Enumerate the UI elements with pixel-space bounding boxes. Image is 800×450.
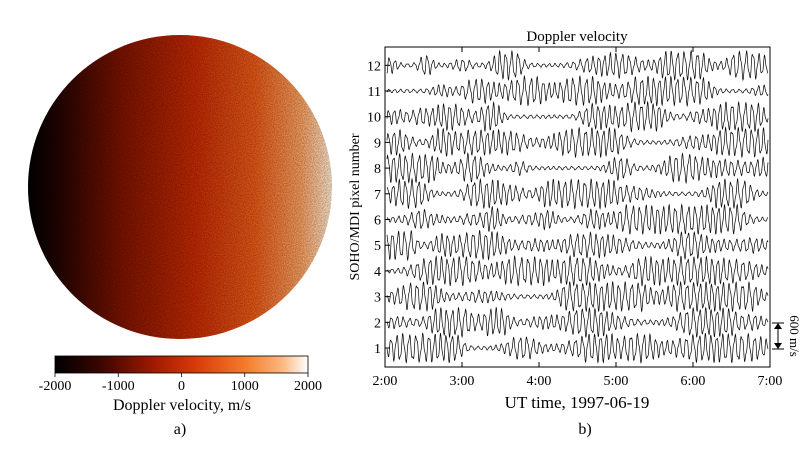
- x-axis-ticks: 2:00 3:00 4:00 5:00 6:00 7:00: [373, 47, 783, 389]
- x-axis-label: UT time, 1997-06-19: [505, 393, 650, 412]
- series-line-10: [386, 100, 769, 133]
- y-tick-label: 1: [374, 342, 381, 357]
- y-tick-label: 2: [374, 316, 381, 331]
- colorbar-label: Doppler velocity, m/s: [113, 397, 251, 414]
- series-line-7: [386, 177, 769, 211]
- y-tick-label: 3: [374, 291, 381, 306]
- y-tick-label: 9: [374, 136, 381, 151]
- panel-a-label: a): [174, 421, 186, 438]
- scale-bar-arrow-up: [774, 323, 782, 329]
- chart-title: Doppler velocity: [526, 29, 628, 45]
- series-group: [386, 49, 769, 364]
- x-tick-label: 5:00: [604, 374, 629, 389]
- series-line-3: [386, 280, 769, 313]
- colorbar: [54, 355, 309, 374]
- series-line-8: [386, 152, 769, 185]
- series-line-4: [386, 254, 769, 288]
- series-line-11: [386, 74, 769, 108]
- colorbar-ticks: -2000 -1000 0 1000 2000: [39, 373, 322, 394]
- series-line-2: [386, 306, 769, 339]
- x-tick-label: 4:00: [527, 374, 552, 389]
- x-tick-label: 2:00: [373, 374, 398, 389]
- y-tick-label: 6: [374, 214, 381, 229]
- panel-b-label: b): [578, 421, 591, 438]
- x-tick-label: 6:00: [681, 374, 706, 389]
- x-tick-label: 7:00: [758, 374, 783, 389]
- scale-bar: 600 m/s: [772, 315, 800, 357]
- y-tick-label: 7: [374, 188, 381, 203]
- series-line-12: [386, 49, 769, 82]
- y-tick-label: 11: [368, 85, 381, 100]
- scale-bar-arrow-down: [774, 343, 782, 349]
- y-tick-label: 4: [374, 265, 381, 280]
- sun-texture: [28, 35, 332, 339]
- y-tick-label: 10: [367, 111, 381, 126]
- series-line-9: [386, 126, 769, 159]
- y-axis-label: SOHO/MDI pixel number: [348, 133, 363, 280]
- x-tick-label: 3:00: [450, 374, 475, 389]
- colorbar-tick-label: -2000: [39, 379, 72, 394]
- series-line-5: [386, 229, 769, 262]
- y-tick-label: 8: [374, 162, 381, 177]
- colorbar-tick-label: -1000: [102, 379, 135, 394]
- panel-a: -2000 -1000 0 1000 2000 Doppler velocity, m/…: [28, 35, 332, 438]
- plot-frame: [384, 46, 771, 368]
- y-tick-label: 12: [367, 59, 381, 74]
- colorbar-tick-label: 1000: [231, 379, 259, 394]
- scale-bar-label: 600 m/s: [787, 315, 800, 357]
- y-tick-label: 5: [374, 239, 381, 254]
- colorbar-tick-label: 0: [178, 379, 185, 394]
- colorbar-tick-label: 2000: [294, 379, 322, 394]
- series-line-1: [386, 332, 769, 364]
- series-line-6: [386, 203, 769, 236]
